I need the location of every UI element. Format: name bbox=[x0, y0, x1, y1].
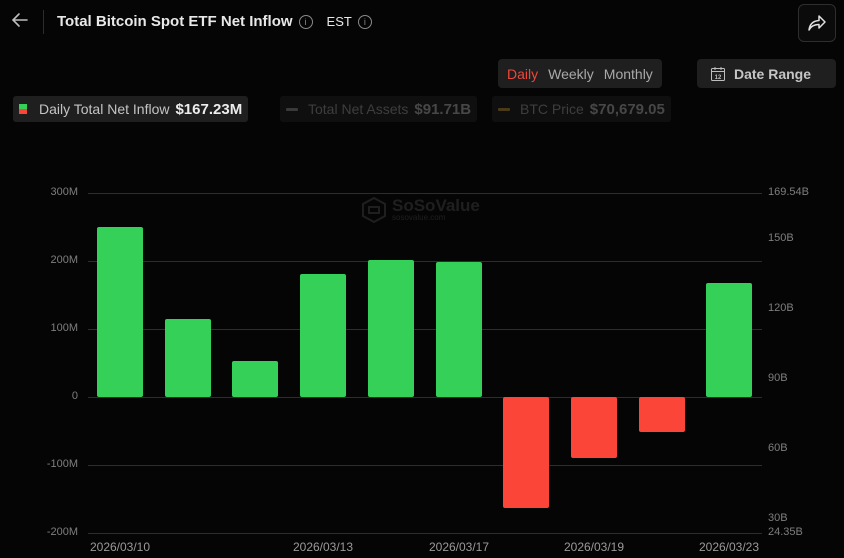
date-range-label: Date Range bbox=[734, 65, 812, 82]
line-swatch-icon bbox=[498, 107, 510, 111]
bar-2026/03/18[interactable] bbox=[503, 397, 549, 508]
y-tick-label: -100M bbox=[46, 458, 78, 470]
bar-2026/03/13[interactable] bbox=[300, 274, 346, 397]
tab-monthly[interactable]: Monthly bbox=[603, 65, 653, 82]
y2-tick-label: 90B bbox=[768, 372, 788, 384]
legend-btc-price[interactable]: BTC Price $70,679.05 bbox=[492, 96, 671, 122]
bar-2026/03/11[interactable] bbox=[165, 319, 211, 397]
title-text: Total Bitcoin Spot ETF Net Inflow bbox=[57, 13, 293, 30]
y2-tick-label: 169.54B bbox=[768, 186, 809, 198]
bar-2026/03/19[interactable] bbox=[571, 397, 617, 458]
legend-total-net-assets[interactable]: Total Net Assets $91.71B bbox=[280, 96, 478, 122]
gridline bbox=[88, 261, 762, 262]
y-tick-label: 0 bbox=[71, 390, 78, 402]
split-color-swatch-icon bbox=[19, 104, 27, 114]
x-tick-label: 2026/03/10 bbox=[89, 540, 151, 554]
page-title: Total Bitcoin Spot ETF Net Inflow i EST … bbox=[57, 13, 372, 30]
tab-daily[interactable]: Daily bbox=[507, 65, 539, 82]
y-tick-label: 200M bbox=[50, 254, 78, 266]
y2-tick-label: 30B bbox=[768, 512, 788, 524]
sosovalue-logo-icon bbox=[362, 197, 386, 223]
legend-value: $91.71B bbox=[414, 100, 472, 118]
gridline bbox=[88, 397, 762, 398]
watermark: SoSoValue sosovalue.com bbox=[362, 197, 480, 223]
line-swatch-icon bbox=[286, 107, 298, 111]
bar-2026/03/16[interactable] bbox=[368, 260, 414, 397]
gridline bbox=[88, 329, 762, 330]
date-range-button[interactable]: 12 Date Range bbox=[697, 59, 836, 88]
x-tick-label: 2026/03/19 bbox=[563, 540, 625, 554]
bar-2026/03/20[interactable] bbox=[639, 397, 685, 432]
legend-value: $70,679.05 bbox=[589, 100, 665, 118]
legend-label: Daily Total Net Inflow bbox=[39, 101, 170, 117]
y2-tick-label: 150B bbox=[768, 232, 794, 244]
info-circle-icon[interactable]: i bbox=[298, 14, 313, 29]
watermark-url: sosovalue.com bbox=[392, 213, 446, 222]
period-selector: Daily Weekly Monthly bbox=[498, 59, 662, 88]
share-arrow-icon bbox=[808, 15, 826, 31]
arrow-left-icon bbox=[11, 13, 28, 27]
y-tick-label: 100M bbox=[50, 322, 78, 334]
legend-value: $167.23M bbox=[175, 100, 243, 118]
bar-2026/03/12[interactable] bbox=[232, 361, 278, 397]
calendar-icon: 12 bbox=[711, 66, 725, 81]
x-tick-label: 2026/03/17 bbox=[428, 540, 490, 554]
x-tick-label: 2026/03/13 bbox=[292, 540, 354, 554]
share-button[interactable] bbox=[798, 4, 836, 42]
x-tick-label: 2026/03/23 bbox=[698, 540, 760, 554]
bar-2026/03/17[interactable] bbox=[436, 262, 482, 397]
timezone-label[interactable]: EST bbox=[326, 14, 352, 29]
bar-2026/03/10[interactable] bbox=[97, 227, 143, 397]
y-tick-label: 300M bbox=[50, 186, 78, 198]
legend-label: Total Net Assets bbox=[308, 101, 409, 117]
back-button[interactable] bbox=[10, 10, 32, 32]
gridline bbox=[88, 465, 762, 466]
y2-tick-label: 120B bbox=[768, 302, 794, 314]
gridline bbox=[88, 193, 762, 194]
legend-label: BTC Price bbox=[520, 101, 584, 117]
header-divider bbox=[43, 10, 44, 34]
legend-daily-net-inflow[interactable]: Daily Total Net Inflow $167.23M bbox=[13, 96, 249, 122]
y2-tick-label: 24.35B bbox=[768, 526, 803, 538]
gridline bbox=[88, 533, 762, 534]
tab-weekly[interactable]: Weekly bbox=[548, 65, 594, 82]
bar-2026/03/23[interactable] bbox=[706, 283, 752, 397]
timezone-info-icon[interactable]: i bbox=[357, 14, 372, 29]
watermark-name: SoSoValue bbox=[392, 196, 480, 215]
svg-text:12: 12 bbox=[715, 74, 722, 80]
y2-tick-label: 60B bbox=[768, 442, 788, 454]
y-tick-label: -200M bbox=[46, 526, 78, 538]
